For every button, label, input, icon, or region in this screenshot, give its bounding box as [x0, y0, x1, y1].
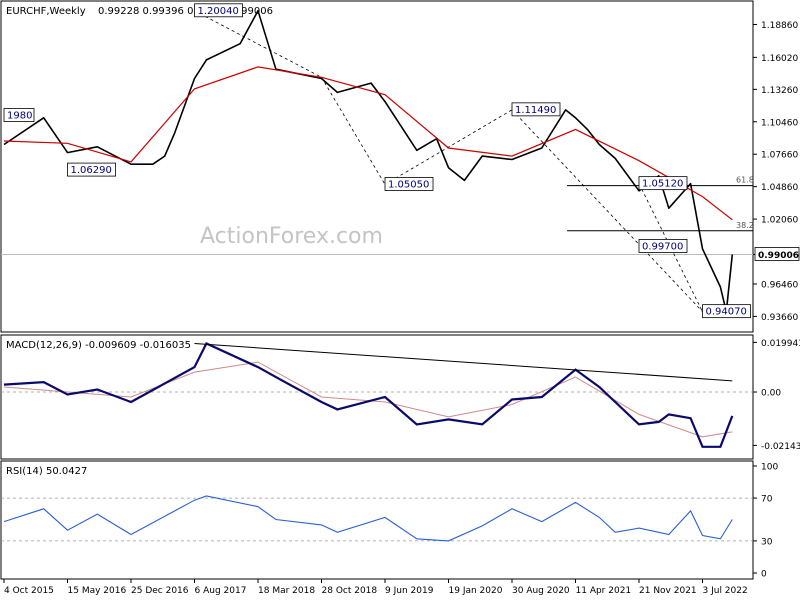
price-label-box: [702, 304, 751, 319]
x-tick-label: 15 May 2016: [68, 586, 127, 596]
price-label: 1.20040: [194, 3, 243, 18]
price-label: 0.99700: [638, 239, 688, 253]
price-label-box: [3, 108, 35, 122]
price-label: 1.06290: [67, 162, 116, 177]
x-tick-label: 9 Jun 2019: [385, 586, 434, 596]
price-chart: 1.18860 1.16020 1.13260 1.10460 1.07660 1.048…: [1, 3, 800, 323]
price-label-text: 1.20040: [198, 6, 239, 17]
x-tick-label: 11 Apr 2021: [576, 586, 632, 596]
rsi-panel-frame: [0, 460, 754, 580]
last-price-marker: [754, 247, 800, 261]
price-y-tick-label: 1.07660: [761, 151, 798, 161]
rsi-y-tick-label: 100: [761, 463, 778, 473]
price-label-box: [67, 162, 116, 177]
macd-y-tick-label: 0.00: [761, 389, 781, 399]
price-label: 1980: [3, 108, 35, 122]
price-panel-frame: [0, 0, 754, 333]
x-tick-label: 25 Dec 2016: [131, 586, 189, 596]
last-price-marker-text: 0.99006: [758, 251, 799, 261]
macd-main-line: [3, 342, 734, 448]
price-y-tick-label: 0.96460: [761, 280, 798, 290]
macd-trendline: [194, 342, 733, 382]
header-ohlc: 0.99228 0.99396 0.98280 0.99006: [98, 6, 273, 17]
x-tick-label: 30 Aug 2020: [512, 586, 570, 596]
price-y-tick-label: 1.02060: [761, 216, 798, 226]
macd-y-tick-label: 0.019943: [761, 339, 800, 349]
macd-y-tick-label: -0.021434: [761, 442, 800, 452]
rsi-line: [3, 495, 733, 542]
x-tick-label: 19 Jan 2020: [449, 586, 503, 596]
price-y-tick-label: 1.04860: [761, 183, 798, 193]
rsi-y-tick-label: 30: [761, 537, 773, 547]
price-label-text: 0.99700: [642, 241, 683, 252]
macd-signal-line: [3, 361, 733, 438]
x-tick-label: 18 Mar 2018: [258, 586, 315, 596]
price-label-box: [638, 176, 688, 191]
price-y-tick-label: 1.16020: [761, 54, 798, 64]
price-label: 1.05050: [384, 177, 434, 191]
price-trendline-dashed: [321, 77, 386, 185]
moving-average-line: [3, 66, 733, 221]
rsi-y-tick-label: 70: [761, 495, 773, 505]
rsi-chart: 100 70 30 0: [1, 463, 778, 580]
price-label: 1.05120: [638, 176, 688, 191]
price-label-box: [194, 3, 243, 18]
header-symbol-timeframe: EURCHF,Weekly: [6, 6, 86, 17]
price-label-text: 1.06290: [71, 165, 112, 176]
rsi-y-tick-label: 0: [761, 570, 767, 580]
price-label: 0.94070: [702, 304, 751, 319]
price-label-box: [384, 177, 434, 191]
price-label-text: 0.94070: [706, 307, 747, 318]
price-label-text: 1.05050: [388, 179, 429, 190]
x-tick-label: 21 Nov 2021: [639, 586, 697, 596]
price-label-text: 1.05120: [642, 179, 683, 190]
macd-title: MACD(12,26,9) -0.009609 -0.016035: [6, 340, 191, 351]
price-label-text: 1.11490: [515, 105, 556, 116]
x-tick-label: 4 Oct 2015: [4, 586, 54, 596]
price-label: 1.11490: [511, 102, 561, 117]
price-y-tick-label: 1.10460: [761, 118, 798, 128]
price-label-box: [638, 239, 688, 253]
watermark: ActionForex.com: [200, 224, 383, 249]
macd-chart: 0.019943 0.00 -0.021434: [1, 339, 800, 452]
x-tick-label: 6 Aug 2017: [195, 586, 247, 596]
price-label-text: 1980: [7, 111, 32, 122]
rsi-title: RSI(14) 50.0427: [6, 466, 87, 477]
x-tick-label: 3 Jul 2022: [703, 586, 748, 596]
macd-panel-frame: [0, 334, 754, 460]
x-axis: 4 Oct 2015 15 May 2016 25 Dec 2016 6 Aug 20…: [3, 579, 748, 596]
price-y-tick-label: 1.18860: [761, 21, 798, 31]
fib-level-label: 38.2: [736, 221, 754, 230]
price-trendline-dashed: [511, 109, 703, 312]
price-trendline-dashed: [384, 109, 513, 185]
price-y-tick-label: 1.13260: [761, 86, 798, 96]
price-y-tick-label: 0.93660: [761, 313, 798, 323]
fib-level-label: 61.8: [736, 176, 754, 185]
x-tick-label: 28 Oct 2018: [322, 586, 378, 596]
price-label-box: [511, 102, 561, 117]
